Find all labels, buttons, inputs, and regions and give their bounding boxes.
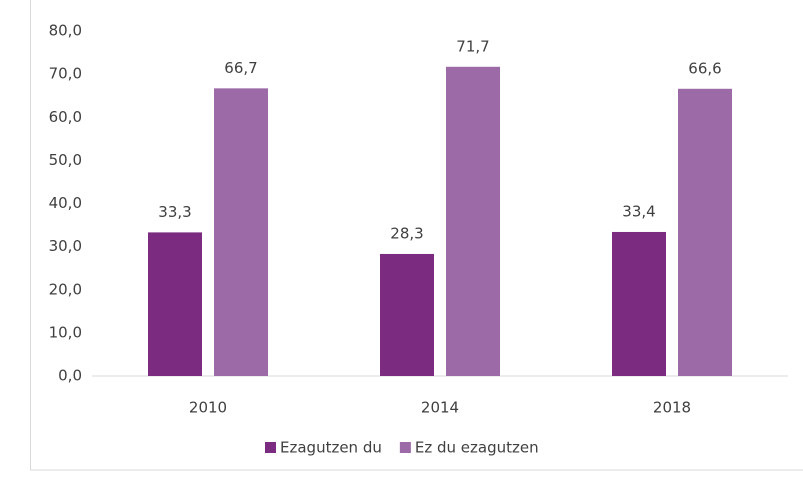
bar [380, 253, 434, 376]
bar [214, 88, 268, 376]
y-tick-label: 60,0 [49, 108, 82, 126]
y-tick-label: 0,0 [58, 367, 82, 385]
x-tick-label: 2014 [421, 399, 459, 417]
bar [678, 88, 732, 376]
y-tick-label: 20,0 [49, 280, 82, 298]
bar [148, 232, 202, 376]
data-label: 66,7 [224, 59, 257, 77]
y-tick-label: 10,0 [49, 323, 82, 341]
data-label: 33,3 [158, 203, 191, 221]
legend-label: Ezagutzen du [280, 439, 382, 457]
x-tick-label: 2010 [189, 399, 227, 417]
data-label: 33,4 [622, 202, 655, 220]
legend-swatch [399, 442, 411, 453]
y-tick-label: 40,0 [49, 194, 82, 212]
x-tick-label: 2018 [653, 399, 691, 417]
legend-swatch [265, 442, 276, 453]
y-tick-label: 80,0 [49, 22, 82, 40]
y-tick-label: 50,0 [49, 151, 82, 169]
data-label: 66,6 [688, 59, 721, 77]
data-label: 28,3 [390, 224, 423, 242]
bar [446, 66, 500, 376]
chart-frame [30, 0, 803, 471]
data-label: 71,7 [456, 37, 489, 55]
bar [612, 231, 666, 376]
legend-label: Ez du ezagutzen [415, 439, 539, 457]
y-tick-label: 70,0 [49, 65, 82, 83]
y-tick-label: 30,0 [49, 237, 82, 255]
